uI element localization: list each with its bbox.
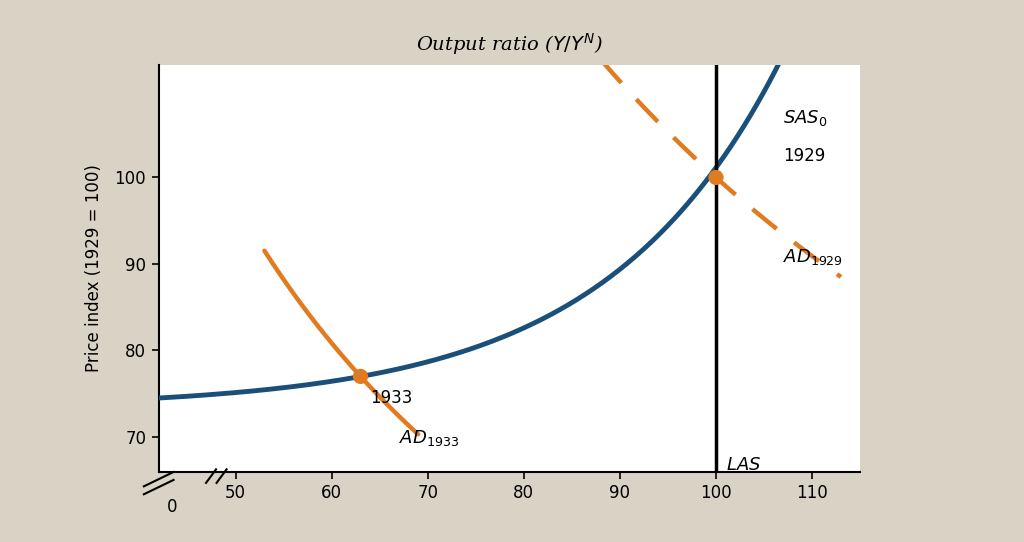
- Text: 0: 0: [167, 498, 178, 516]
- Text: $\mathit{SAS}_0$: $\mathit{SAS}_0$: [783, 108, 827, 128]
- Text: 1933: 1933: [370, 389, 413, 408]
- Title: Output ratio ($Y/Y^N$): Output ratio ($Y/Y^N$): [416, 31, 603, 57]
- Text: $\mathit{AD}_{1933}$: $\mathit{AD}_{1933}$: [399, 428, 459, 448]
- Y-axis label: Price index (1929 = 100): Price index (1929 = 100): [85, 164, 103, 372]
- Point: [708, 173, 724, 182]
- Text: $\mathit{AD}_{1929}$: $\mathit{AD}_{1929}$: [783, 247, 843, 267]
- Text: $\mathit{LAS}$: $\mathit{LAS}$: [726, 456, 761, 474]
- Text: 1929: 1929: [783, 147, 825, 165]
- Point: [352, 372, 369, 380]
